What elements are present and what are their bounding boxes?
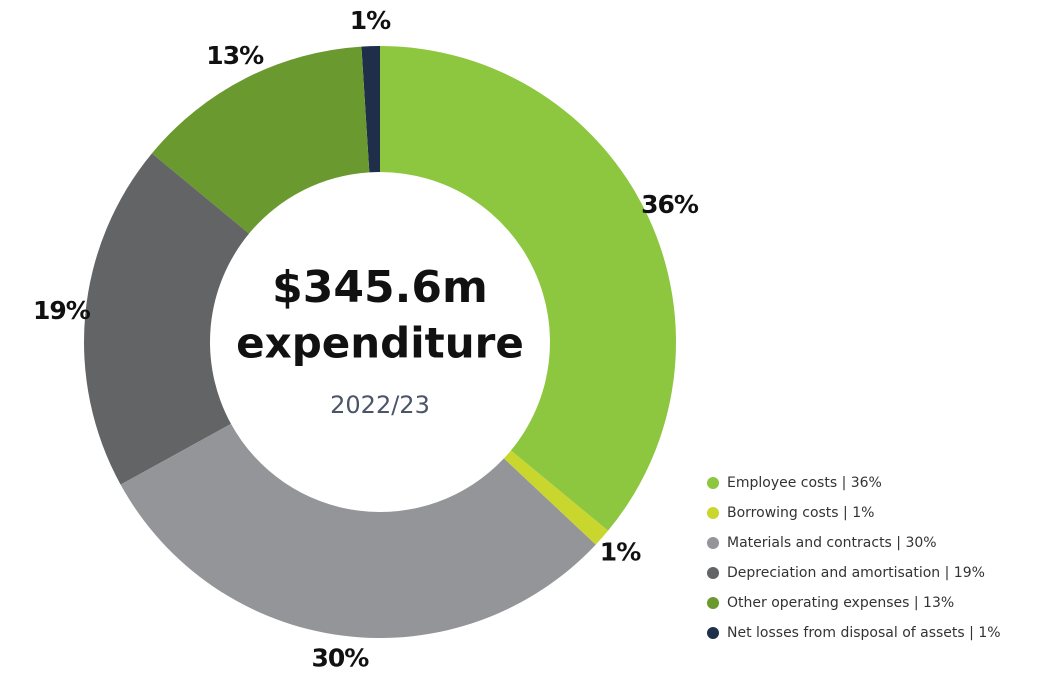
legend-marker (707, 537, 719, 549)
legend-marker (707, 627, 719, 639)
legend-label: Borrowing costs | 1% (727, 505, 874, 521)
data-label: 19% (33, 296, 91, 325)
legend-label: Depreciation and amortisation | 19% (727, 565, 985, 581)
subtitle: 2022/23 (330, 391, 430, 419)
data-label: 1% (600, 538, 641, 567)
legend-marker (707, 507, 719, 519)
legend-marker (707, 477, 719, 489)
data-label: 13% (206, 41, 264, 70)
donut-slice (503, 450, 609, 545)
center-title: $345.6m (272, 262, 488, 313)
legend-label: Other operating expenses | 13% (727, 595, 954, 611)
legend-label: Net losses from disposal of assets | 1% (727, 625, 1001, 641)
data-label: 36% (641, 190, 699, 219)
legend-marker (707, 597, 719, 609)
donut-slice (120, 423, 596, 638)
legend-marker (707, 567, 719, 579)
donut-slice (84, 153, 250, 485)
donut-slice (380, 46, 676, 531)
data-label: 30% (311, 643, 369, 672)
data-label: 1% (350, 6, 391, 35)
center-title: expenditure (236, 319, 524, 368)
donut-slice (151, 46, 370, 234)
legend-label: Employee costs | 36% (727, 475, 882, 491)
legend-label: Materials and contracts | 30% (727, 535, 937, 551)
donut-slice (361, 46, 380, 173)
